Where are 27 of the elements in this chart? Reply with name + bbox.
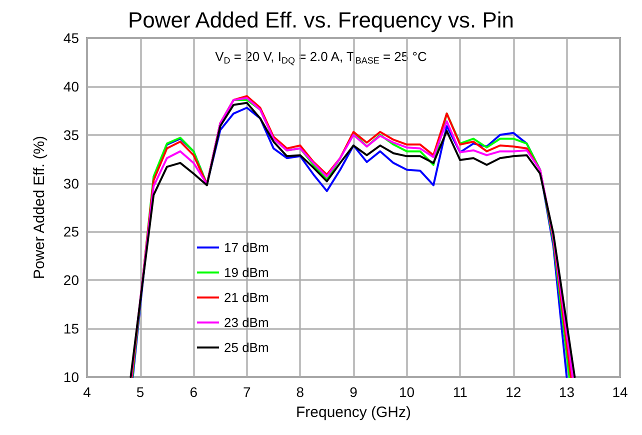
x-tick-label: 13 [558,384,575,400]
y-tick-label: 25 [63,224,80,240]
x-tick-label: 14 [612,384,628,400]
x-tick-label: 5 [136,384,144,400]
x-tick-label: 6 [190,384,198,400]
legend-label: 17 dBm [224,240,269,255]
x-tick-label: 10 [399,384,415,400]
x-tick-label: 4 [83,384,92,400]
y-tick-label: 30 [63,175,80,192]
y-tick-label: 15 [63,320,80,337]
chart-title: Power Added Eff. vs. Frequency vs. Pin [128,8,514,32]
x-tick-label: 9 [350,384,358,400]
y-axis-title: Power Added Eff. (%) [31,136,48,280]
y-tick-label: 35 [63,126,80,143]
x-tick-label: 8 [296,384,304,400]
x-tick-label: 12 [506,384,522,400]
x-tick-label: 7 [243,384,251,400]
y-tick-label: 45 [63,30,80,46]
legend-label: 19 dBm [224,265,269,280]
legend-label: 25 dBm [224,340,269,355]
x-tick-label: 11 [452,384,468,400]
y-tick-label: 40 [63,78,80,94]
y-tick-label: 10 [63,369,80,385]
y-tick-label: 20 [63,272,80,288]
legend-label: 21 dBm [224,290,269,305]
legend-label: 23 dBm [224,315,269,330]
x-axis-title: Frequency (GHz) [296,404,412,421]
